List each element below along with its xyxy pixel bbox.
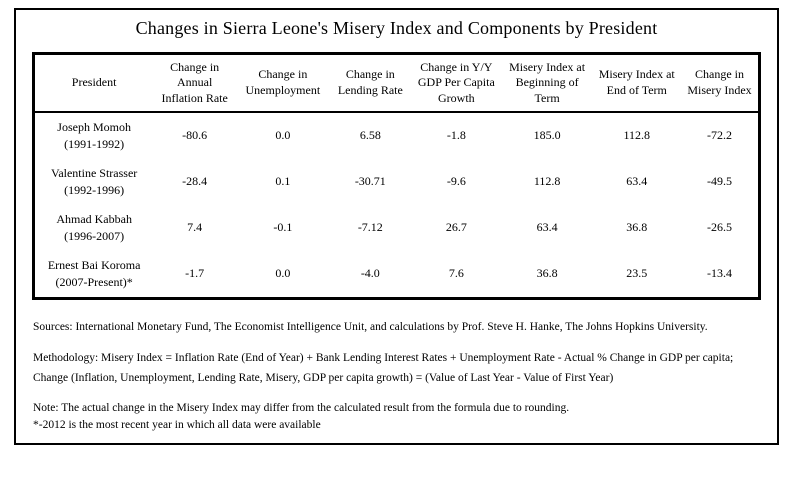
table-header-row: President Change in Annual Inflation Rat… (33, 53, 760, 113)
unemployment-change-value: 0.0 (275, 128, 291, 143)
misery-change-value: -49.5 (707, 174, 733, 189)
column-header-president: President (33, 53, 154, 113)
misery-end-value: 23.5 (626, 266, 648, 281)
page-title: Changes in Sierra Leone's Misery Index a… (135, 18, 658, 38)
misery-table-container: President Change in Annual Inflation Rat… (32, 52, 761, 300)
lending-rate-change-value: -30.71 (354, 174, 386, 189)
misery-change-value: -72.2 (707, 128, 733, 143)
president-cell: Ahmad Kabbah (1996-2007) (34, 205, 154, 251)
president-name: Joseph Momoh (57, 119, 131, 134)
column-header-misery-end: Misery Index at End of Term (592, 53, 682, 113)
sources-note: Sources: International Monetary Fund, Th… (33, 321, 708, 333)
unemployment-change-value: -0.1 (273, 220, 293, 235)
asterisk-note-line: *-2012 is the most recent year in which … (33, 419, 321, 431)
president-term: (1991-1992) (64, 137, 125, 151)
table-row: Ahmad Kabbah (1996-2007) 7.4 -0.1 -7.12 … (34, 205, 760, 251)
lending-rate-change-value: -4.0 (360, 266, 380, 281)
inflation-change-value: 7.4 (187, 220, 203, 235)
gdp-growth-change-value: -9.6 (446, 174, 466, 189)
unemployment-change-value: 0.1 (275, 174, 291, 189)
misery-end-value: 63.4 (626, 174, 648, 189)
misery-end-value: 36.8 (626, 220, 648, 235)
lending-rate-change-value: -7.12 (357, 220, 383, 235)
column-header-gdp-growth-change: Change in Y/Y GDP Per Capita Growth (410, 53, 502, 113)
methodology-line-1: Methodology: Misery Index = Inflation Ra… (33, 352, 734, 364)
gdp-growth-change-value: 7.6 (448, 266, 464, 281)
table-row: Valentine Strasser (1992-1996) -28.4 0.1… (34, 159, 760, 205)
misery-begin-value: 185.0 (533, 128, 561, 143)
table-row: Ernest Bai Koroma (2007-Present)* -1.7 0… (34, 251, 760, 299)
president-name: Ahmad Kabbah (56, 211, 132, 226)
unemployment-change-value: 0.0 (275, 266, 291, 281)
methodology-note: Methodology: Misery Index = Inflation Ra… (33, 348, 760, 388)
gdp-growth-change-value: 26.7 (445, 220, 467, 235)
president-cell: Valentine Strasser (1992-1996) (34, 159, 154, 205)
table-row: Joseph Momoh (1991-1992) -80.6 0.0 6.58 … (34, 112, 760, 159)
column-header-misery-begin: Misery Index at Beginning of Term (501, 53, 593, 113)
column-header-inflation-change: Change in Annual Inflation Rate (153, 53, 237, 113)
president-cell: Joseph Momoh (1991-1992) (34, 112, 154, 159)
lending-rate-change-value: 6.58 (359, 128, 381, 143)
figure-frame: Changes in Sierra Leone's Misery Index a… (14, 8, 779, 445)
inflation-change-value: -1.7 (185, 266, 205, 281)
president-term: (2007-Present)* (55, 275, 133, 289)
footnotes: Sources: International Monetary Fund, Th… (33, 319, 760, 434)
misery-end-value: 112.8 (623, 128, 651, 143)
misery-begin-value: 36.8 (536, 266, 558, 281)
rounding-note: Note: The actual change in the Misery In… (33, 400, 760, 434)
inflation-change-value: -28.4 (182, 174, 208, 189)
methodology-line-2: Change (Inflation, Unemployment, Lending… (33, 372, 614, 384)
misery-begin-value: 63.4 (536, 220, 558, 235)
gdp-growth-change-value: -1.8 (446, 128, 466, 143)
rounding-note-line: Note: The actual change in the Misery In… (33, 402, 570, 414)
misery-change-value: -13.4 (707, 266, 733, 281)
president-cell: Ernest Bai Koroma (2007-Present)* (34, 251, 154, 299)
column-header-lending-rate-change: Change in Lending Rate (329, 53, 411, 113)
column-header-misery-change: Change in Misery Index (681, 53, 760, 113)
president-name: Valentine Strasser (50, 165, 138, 180)
president-term: (1992-1996) (64, 183, 125, 197)
president-name: Ernest Bai Koroma (47, 257, 141, 272)
inflation-change-value: -80.6 (182, 128, 208, 143)
misery-change-value: -26.5 (707, 220, 733, 235)
misery-begin-value: 112.8 (533, 174, 561, 189)
misery-index-table: President Change in Annual Inflation Rat… (32, 52, 761, 300)
column-header-unemployment-change: Change in Unemployment (236, 53, 330, 113)
president-term: (1996-2007) (64, 229, 125, 243)
